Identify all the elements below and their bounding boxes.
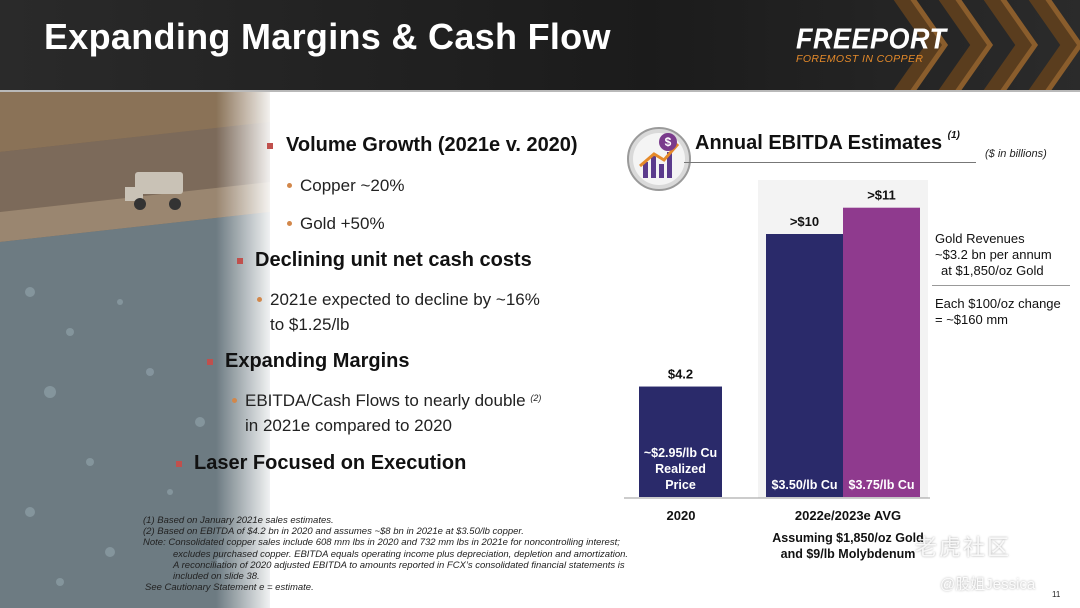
chart-title-footnote: (1)	[947, 130, 960, 141]
bar-inner-label-0-1: Realized	[655, 462, 706, 476]
bullet-cost-detail-line1: 2021e expected to decline by ~16%	[270, 290, 540, 309]
chart-units: ($ in billions)	[985, 148, 1047, 160]
bullet-cost-detail-line2: to $1.25/lb	[270, 315, 350, 334]
bar-1	[766, 234, 843, 497]
bullet-square-icon	[176, 461, 182, 467]
footnote-1: (1) Based on January 2021e sales estimat…	[143, 515, 334, 526]
bullet-margins: Expanding Margins	[225, 350, 410, 372]
footnote-note: Note: Consolidated copper sales include …	[143, 537, 620, 549]
bullet-ebitda-line2: in 2021e compared to 2020	[245, 416, 452, 435]
header-divider	[0, 90, 1080, 92]
watermark-brand: 老虎社区	[915, 535, 1012, 560]
bullet-dot-icon	[287, 221, 292, 226]
slide-title: Expanding Margins & Cash Flow	[44, 16, 611, 57]
bullet-dot-icon	[287, 183, 292, 188]
watermark-user: @股姐Jessica	[940, 576, 1036, 593]
bullet-volume-growth: Volume Growth (2021e v. 2020)	[286, 134, 578, 156]
logo-tagline: FOREMOST IN COPPER	[796, 53, 924, 65]
chart-title-divider	[684, 162, 976, 163]
logo-wordmark: FREEPORT	[796, 23, 947, 55]
category-label-2020: 2020	[666, 508, 696, 523]
assumption-note: Assuming $1,850/oz Gold and $9/lb Molybd…	[758, 530, 938, 562]
bullet-gold: Gold +50%	[300, 214, 385, 233]
bullet-square-icon	[267, 143, 273, 149]
bullet-cash-costs: Declining unit net cash costs	[255, 249, 532, 271]
footnote-marker: (2)	[530, 393, 542, 403]
chart-title-text: Annual EBITDA Estimates	[695, 132, 943, 154]
gold-change-line2: = ~$160 mm	[935, 312, 1008, 327]
bar-value-label-2: >$11	[867, 188, 896, 203]
footnote-note-cont2: A reconciliation of 2020 adjusted EBITDA…	[173, 559, 625, 571]
side-note-divider	[932, 285, 1070, 286]
bar-2	[843, 207, 920, 497]
bar-value-label-1: >$10	[790, 214, 819, 229]
page-number: 11	[1052, 590, 1061, 599]
bar-value-label-0: $4.2	[668, 367, 693, 382]
assumption-line1: Assuming $1,850/oz Gold	[772, 531, 924, 545]
footnotes: (1) Based on January 2021e sales estimat…	[143, 515, 663, 593]
bullet-square-icon	[207, 359, 213, 365]
bullet-ebitda-line1: EBITDA/Cash Flows to nearly double (2)	[245, 388, 541, 413]
footnote-note-cont3: included on slide 38.	[173, 571, 260, 583]
bullet-square-icon	[237, 258, 243, 264]
bar-inner-label-1-0: $3.50/lb Cu	[772, 478, 838, 492]
svg-text:$: $	[665, 135, 672, 149]
ebitda-line1-text: EBITDA/Cash Flows to nearly double	[245, 391, 526, 410]
bar-inner-label-0-0: ~$2.95/lb Cu	[644, 446, 717, 460]
bullet-dot-icon	[232, 398, 237, 403]
chevron-decoration-icon	[893, 0, 1080, 90]
gold-revenues-line2: ~$3.2 bn per annum	[935, 247, 1052, 262]
freeport-logo: FREEPORT FOREMOST IN COPPER	[796, 23, 947, 65]
bullet-dot-icon	[257, 297, 262, 302]
bar-inner-label-0-2: Price	[665, 478, 696, 492]
gold-revenues-line1: Gold Revenues	[935, 231, 1025, 246]
bar-0	[639, 386, 722, 497]
cautionary-statement: See Cautionary Statement e = estimate.	[145, 582, 314, 594]
money-chart-icon: $	[627, 127, 691, 191]
footnote-2: (2) Based on EBITDA of $4.2 bn in 2020 a…	[143, 526, 524, 538]
assumption-line2: and $9/lb Molybdenum	[780, 547, 916, 561]
footnote-note-cont1: excludes purchased copper. EBITDA equals…	[173, 548, 629, 560]
category-label-2022-2023: 2022e/2023e AVG	[794, 508, 902, 523]
gold-change-line1: Each $100/oz change	[935, 296, 1061, 311]
chart-title: Annual EBITDA Estimates (1)	[695, 130, 960, 155]
header-bar: Expanding Margins & Cash Flow FREEPORT F…	[0, 0, 1080, 90]
bullet-execution: Laser Focused on Execution	[194, 452, 467, 474]
bar-inner-label-2-0: $3.75/lb Cu	[849, 478, 915, 492]
bullet-copper: Copper ~20%	[300, 176, 405, 195]
mine-photo	[0, 92, 270, 608]
gold-revenues-line3: at $1,850/oz Gold	[941, 263, 1044, 278]
